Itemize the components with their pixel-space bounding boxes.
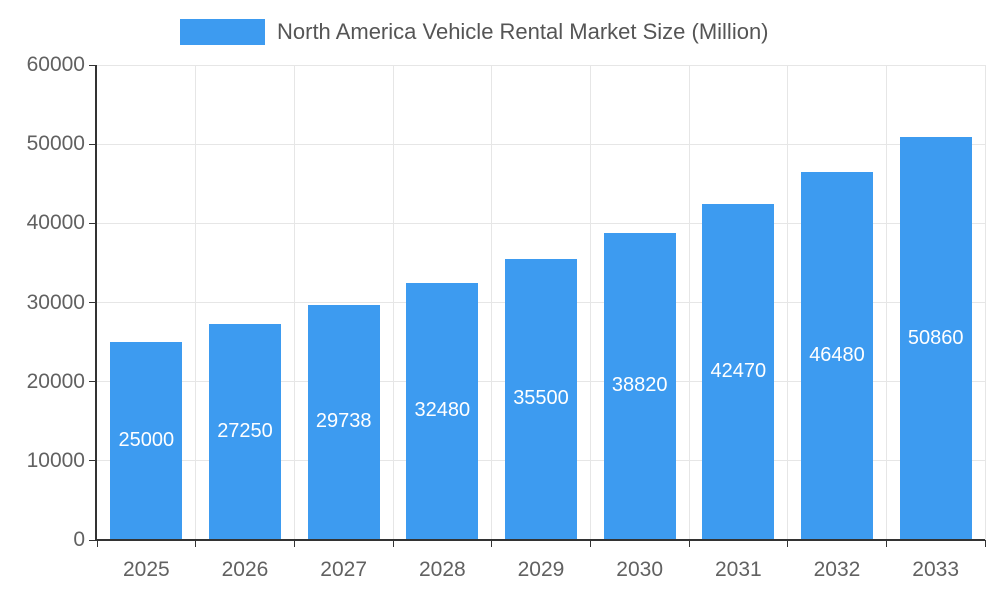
v-gridline xyxy=(392,65,394,540)
x-tick xyxy=(688,540,690,547)
bar[interactable] xyxy=(702,203,775,540)
y-tick xyxy=(89,460,97,462)
v-gridline xyxy=(293,65,295,540)
x-axis-label: 2028 xyxy=(418,558,466,581)
bar[interactable] xyxy=(307,304,380,540)
y-axis-label: 10000 xyxy=(26,448,85,472)
bar[interactable] xyxy=(603,232,676,540)
y-tick xyxy=(89,143,97,145)
y-axis-label: 40000 xyxy=(26,211,85,235)
v-gridline xyxy=(491,65,493,540)
y-axis-label: 30000 xyxy=(26,290,85,314)
bar[interactable] xyxy=(110,342,183,540)
y-tick xyxy=(89,302,97,303)
v-gridline xyxy=(688,65,690,540)
x-axis-label: 2031 xyxy=(714,558,762,581)
x-axis-label: 2027 xyxy=(320,558,368,581)
legend-swatch xyxy=(180,19,265,45)
y-axis-line xyxy=(95,65,97,540)
bar[interactable] xyxy=(209,324,281,540)
x-tick xyxy=(885,540,887,547)
x-tick xyxy=(589,540,591,547)
y-tick xyxy=(89,539,97,541)
x-axis-label: 2032 xyxy=(813,558,861,581)
y-tick xyxy=(89,222,97,224)
y-axis-label: 50000 xyxy=(26,132,85,156)
v-gridline xyxy=(195,65,197,540)
x-tick xyxy=(984,540,986,547)
chart-title: North America Vehicle Rental Market Size… xyxy=(277,19,769,44)
y-tick xyxy=(89,381,97,383)
bar[interactable] xyxy=(801,172,873,540)
bar[interactable] xyxy=(899,137,972,540)
bar[interactable] xyxy=(505,258,577,540)
x-tick xyxy=(293,540,295,547)
x-axis-label: 2029 xyxy=(517,558,565,581)
y-axis-label: 60000 xyxy=(26,53,85,76)
h-gridline xyxy=(97,64,985,66)
y-tick xyxy=(89,64,97,66)
h-gridline xyxy=(97,222,985,224)
y-axis-label: 20000 xyxy=(26,369,85,393)
x-tick xyxy=(787,540,789,547)
legend[interactable]: North America Vehicle Rental Market Size… xyxy=(180,19,769,45)
v-gridline xyxy=(589,65,591,540)
v-gridline xyxy=(787,65,789,540)
x-axis-label: 2025 xyxy=(122,558,170,581)
y-axis-label: 0 xyxy=(73,528,85,551)
v-gridline xyxy=(984,65,986,540)
v-gridline xyxy=(885,65,887,540)
x-tick xyxy=(195,540,197,547)
x-tick xyxy=(491,540,493,547)
x-axis-line xyxy=(95,539,985,541)
x-axis-label: 2030 xyxy=(616,558,664,581)
x-tick xyxy=(392,540,394,547)
x-tick xyxy=(96,540,98,547)
h-gridline xyxy=(97,143,985,145)
bar[interactable] xyxy=(406,282,479,540)
x-axis-label: 2033 xyxy=(912,558,960,581)
x-axis-label: 2026 xyxy=(221,558,269,581)
